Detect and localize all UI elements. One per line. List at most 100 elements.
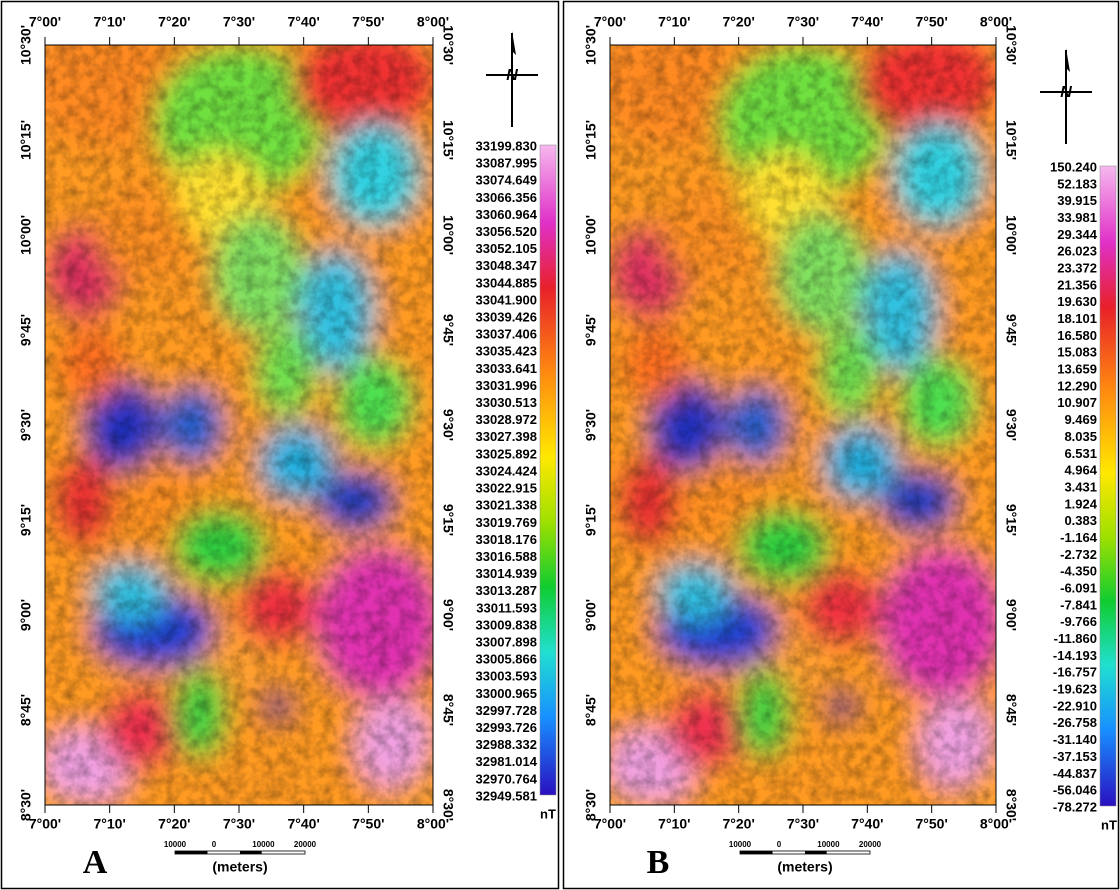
colorbar-label: 33011.593 [476,600,537,615]
colorbar-label: 6.531 [1064,446,1097,461]
lon-label: 7°10' [658,14,690,30]
colorbar-label: 33048.347 [476,258,537,273]
lat-label: 10°00' [440,215,456,255]
lat-label: 10°00' [1003,215,1019,255]
north-label: N [1060,84,1072,101]
colorbar-label: 33074.649 [476,173,537,188]
colorbar-unit: nT [540,806,556,821]
lon-label: 7°40' [288,14,320,30]
colorbar-unit: nT [1101,817,1117,832]
lon-label: 7°40' [851,816,883,832]
colorbar-label: 29.344 [1057,227,1098,242]
colorbar-label: 33039.426 [476,309,537,324]
colorbar-label: -31.140 [1053,732,1097,747]
lat-label: 9°30' [583,409,599,441]
colorbar-label: 32981.014 [476,754,538,769]
colorbar-label: 9.469 [1064,412,1097,427]
colorbar-label: -6.091 [1060,580,1097,595]
map-raster [610,45,996,805]
colorbar-label: -26.758 [1053,715,1097,730]
scale-unit: (meters) [212,859,267,875]
colorbar-label: 33018.176 [476,532,537,547]
relief-texture [610,45,996,805]
colorbar-label: 33007.898 [476,634,537,649]
lat-label: 10°15' [583,120,599,160]
lat-label: 8°30' [583,789,599,821]
colorbar-label: 32949.581 [476,788,537,803]
colorbar-label: -4.350 [1060,564,1097,579]
colorbar-label: 33009.838 [476,617,537,632]
panel-frame [0,0,560,890]
colorbar-label: 19.630 [1057,294,1097,309]
relief-texture [45,45,433,805]
colorbar-label: 32997.728 [476,703,537,718]
lat-label: 8°30' [440,789,456,821]
colorbar-label: -9.766 [1060,614,1097,629]
lat-label: 8°30' [1003,789,1019,821]
colorbar-label: 33000.965 [476,686,537,701]
lat-label: 10°30' [1003,25,1019,65]
colorbar-label: 23.372 [1057,260,1097,275]
lat-label: 9°45' [583,314,599,346]
colorbar-label: 33027.398 [476,429,537,444]
scale-bar [740,851,773,854]
lon-label: 8°00' [417,14,449,30]
colorbar-label: 33016.588 [476,549,537,564]
lon-label: 7°20' [158,14,190,30]
colorbar-label: 12.290 [1057,378,1097,393]
colorbar-label: 33.981 [1057,210,1097,225]
colorbar-label: 33019.769 [476,515,537,530]
colorbar-label: -19.623 [1053,682,1097,697]
lon-label: 7°10' [658,816,690,832]
lon-label: 8°00' [980,14,1012,30]
scale-label: 10000 [252,840,275,849]
colorbar-label: -78.272 [1053,799,1097,814]
colorbar-label: 33060.964 [476,207,538,222]
lat-label: 8°45' [18,694,34,726]
lat-label: 9°00' [440,599,456,631]
colorbar-label: -37.153 [1053,749,1097,764]
colorbar-label: 0.383 [1064,513,1097,528]
lon-label: 7°50' [916,14,948,30]
colorbar-label: -22.910 [1053,698,1097,713]
lat-label: 10°30' [18,25,34,65]
lon-label: 7°30' [223,14,255,30]
colorbar-label: 33066.356 [476,190,537,205]
lon-label: 8°00' [980,816,1012,832]
colorbar-label: 15.083 [1057,345,1097,360]
colorbar-label: 4.964 [1064,463,1097,478]
lat-label: 9°00' [18,599,34,631]
lat-label: 10°15' [1003,120,1019,160]
panel-label: B [647,844,670,881]
colorbar-label: 33031.996 [476,378,537,393]
colorbar-label: 10.907 [1057,395,1097,410]
colorbar-label: 13.659 [1057,362,1097,377]
lon-label: 7°00' [594,14,626,30]
lat-label: 8°45' [1003,694,1019,726]
lon-label: 7°30' [223,816,255,832]
lon-label: 7°50' [352,14,384,30]
lat-label: 9°15' [18,504,34,536]
colorbar-label: -44.837 [1053,766,1097,781]
colorbar-label: 33003.593 [476,669,537,684]
colorbar-label: 33013.287 [476,583,537,598]
panel-label: A [83,844,108,881]
lat-label: 10°00' [18,215,34,255]
colorbar-label: 32993.726 [476,720,537,735]
scale-bar [240,851,262,854]
scale-unit: (meters) [777,859,832,875]
colorbar-label: 33035.423 [476,344,537,359]
lat-label: 9°45' [1003,314,1019,346]
lat-label: 8°45' [583,694,599,726]
scale-bar [805,851,827,854]
colorbar-label: -16.757 [1053,665,1097,680]
lon-label: 7°40' [288,816,320,832]
north-arrow-head [512,31,516,55]
lat-label: 9°00' [1003,599,1019,631]
lat-label: 9°30' [18,409,34,441]
lat-label: 9°30' [1003,409,1019,441]
panel-frame [562,0,1120,890]
colorbar-label: -2.732 [1060,547,1097,562]
north-arrow-head [1066,48,1070,72]
